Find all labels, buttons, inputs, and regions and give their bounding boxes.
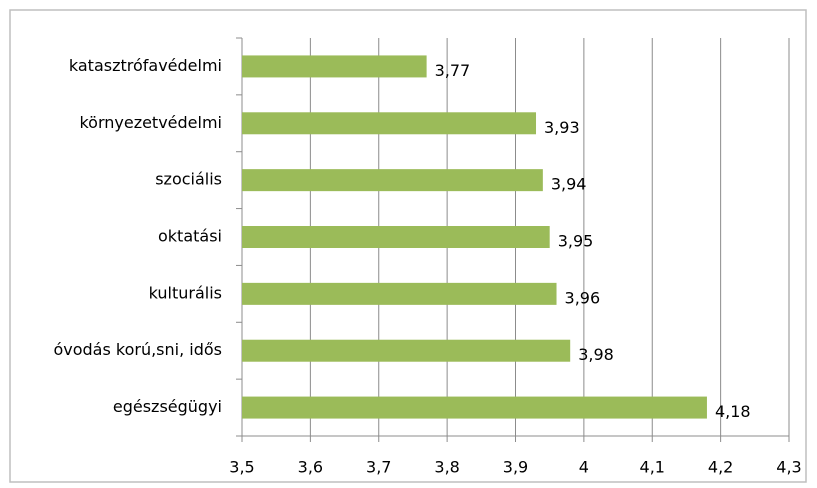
y-tick-label: környezetvédelmi	[79, 113, 222, 132]
x-tick-label: 4,2	[708, 458, 733, 477]
y-tick-label: egészségügyi	[113, 397, 222, 416]
bar	[242, 339, 571, 362]
value-label: 3,94	[551, 175, 587, 194]
y-tick-label: oktatási	[158, 227, 222, 246]
bar	[242, 169, 543, 192]
bar	[242, 226, 550, 248]
value-label: 3,98	[578, 345, 614, 364]
bar	[242, 282, 557, 305]
x-tick-label: 4	[579, 458, 589, 477]
x-tick-label: 3,6	[298, 458, 323, 477]
y-tick-label: katasztrófavédelmi	[69, 56, 222, 75]
value-label: 3,95	[558, 232, 594, 251]
x-tick-label: 4,3	[776, 458, 801, 477]
x-tick-label: 3,5	[229, 458, 254, 477]
value-label: 3,77	[435, 61, 471, 80]
value-label: 3,96	[565, 288, 601, 307]
x-tick-label: 3,7	[366, 458, 391, 477]
y-tick-label: kulturális	[149, 283, 222, 302]
x-tick-label: 4,1	[640, 458, 665, 477]
value-label: 4,18	[715, 402, 751, 421]
value-label: 3,93	[544, 118, 580, 137]
bar	[242, 55, 427, 78]
bar	[242, 396, 707, 419]
y-tick-label: óvodás korú,sni, idős	[53, 340, 222, 359]
bar	[242, 112, 537, 135]
y-tick-label: szociális	[155, 170, 222, 189]
x-tick-label: 3,8	[434, 458, 459, 477]
x-tick-label: 3,9	[503, 458, 528, 477]
